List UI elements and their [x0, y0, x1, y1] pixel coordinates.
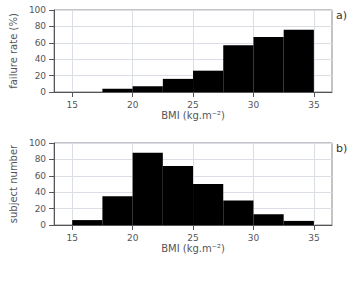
svg-text:80: 80: [35, 21, 47, 31]
svg-text:20: 20: [127, 233, 139, 243]
svg-text:60: 60: [35, 38, 47, 48]
svg-text:60: 60: [35, 171, 47, 181]
svg-text:40: 40: [35, 54, 47, 64]
svg-text:failure rate (%): failure rate (%): [8, 13, 19, 89]
svg-text:30: 30: [248, 233, 260, 243]
svg-text:b): b): [336, 142, 347, 155]
svg-text:20: 20: [35, 71, 47, 81]
svg-text:100: 100: [29, 138, 46, 148]
svg-text:35: 35: [308, 233, 319, 243]
svg-text:35: 35: [308, 100, 319, 110]
svg-text:15: 15: [66, 100, 77, 110]
svg-text:25: 25: [187, 100, 198, 110]
svg-text:25: 25: [187, 233, 198, 243]
svg-text:0: 0: [40, 87, 46, 97]
svg-text:0: 0: [40, 220, 46, 230]
svg-text:40: 40: [35, 187, 47, 197]
svg-text:a): a): [336, 9, 347, 22]
svg-text:BMI (kg.m⁻²): BMI (kg.m⁻²): [161, 243, 225, 254]
svg-text:30: 30: [248, 100, 260, 110]
svg-text:subject number: subject number: [8, 144, 19, 223]
svg-text:20: 20: [127, 100, 139, 110]
svg-text:20: 20: [35, 204, 47, 214]
svg-text:BMI (kg.m⁻²): BMI (kg.m⁻²): [161, 110, 225, 121]
svg-text:15: 15: [66, 233, 77, 243]
svg-text:80: 80: [35, 154, 47, 164]
svg-text:100: 100: [29, 5, 46, 15]
